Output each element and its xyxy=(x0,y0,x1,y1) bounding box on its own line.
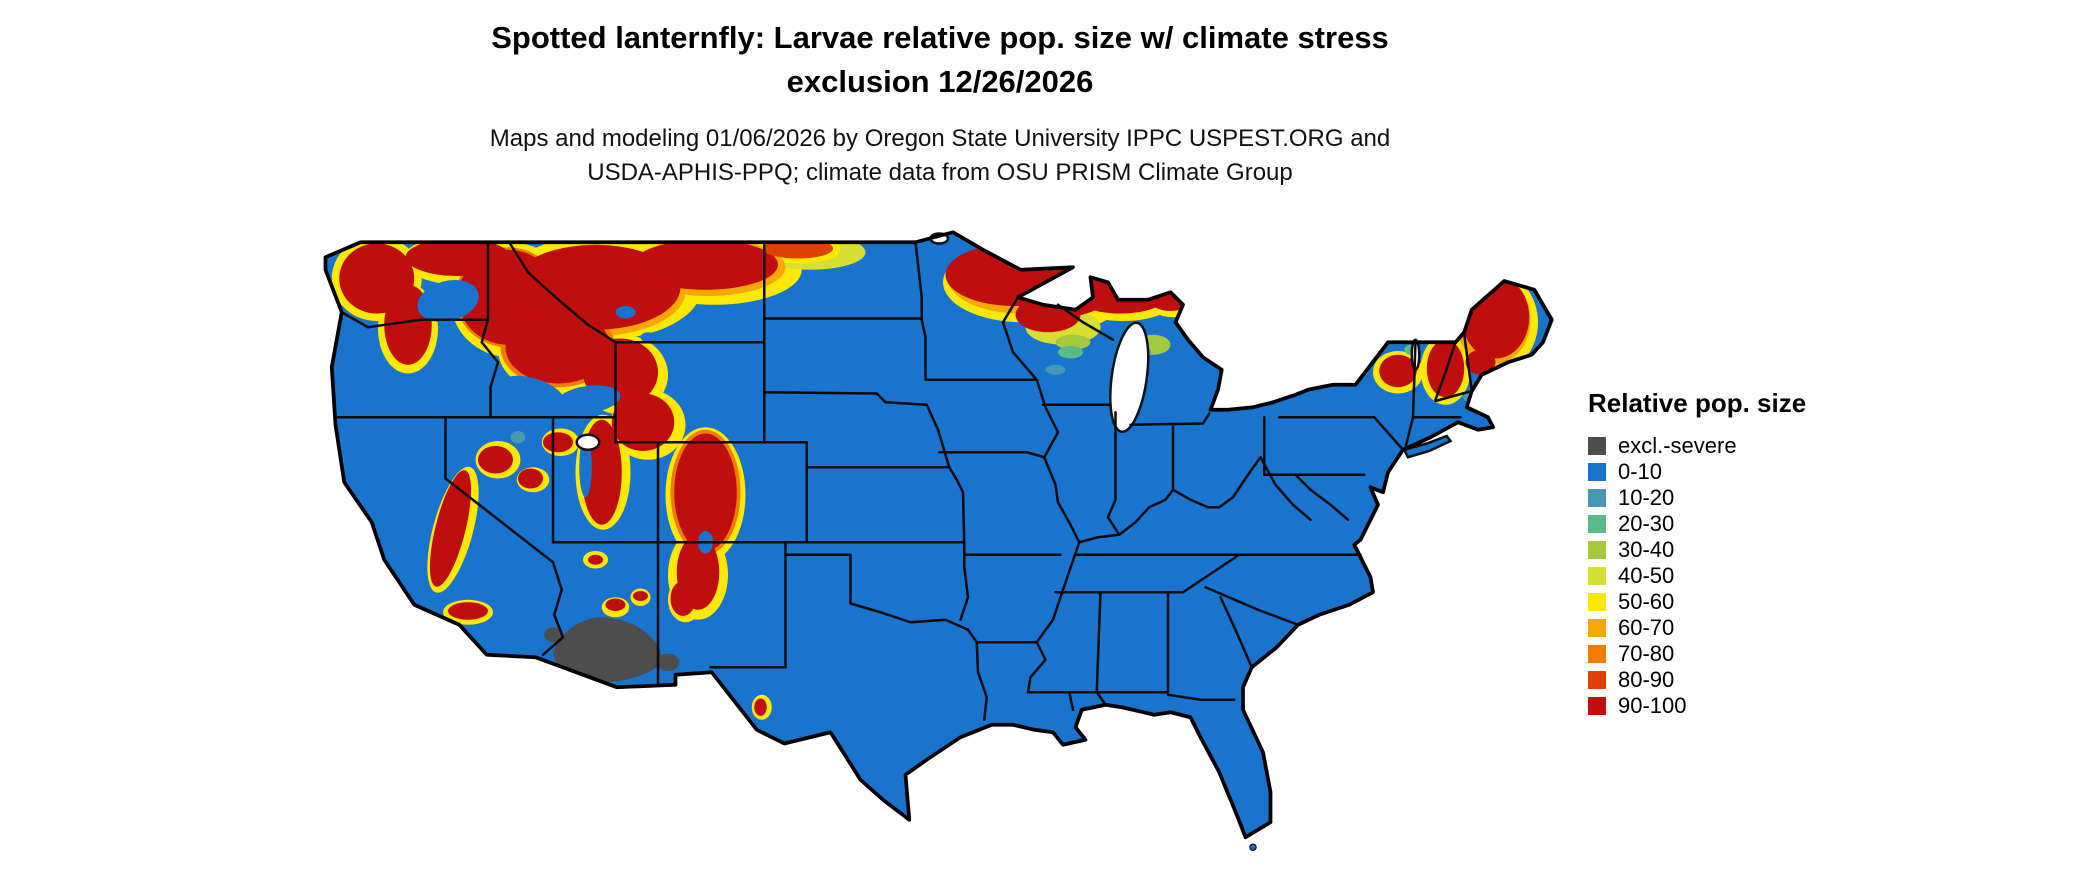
legend-item: 30-40 xyxy=(1588,537,1888,563)
florida-keys xyxy=(1249,843,1257,851)
legend-label: 10-20 xyxy=(1618,485,1675,510)
national-outline xyxy=(323,230,1554,840)
legend-swatch xyxy=(1588,515,1606,533)
legend-swatch xyxy=(1588,671,1606,689)
long-island xyxy=(1402,434,1453,459)
legend-label: 0-10 xyxy=(1618,459,1663,484)
title-line-2: exclusion 12/26/2026 xyxy=(786,64,1094,100)
great-salt-lake xyxy=(575,433,601,451)
legend-title: Relative pop. size xyxy=(1588,388,1807,418)
low-stress-holes xyxy=(417,280,713,554)
state-borders xyxy=(334,241,1473,721)
legend-item: 80-90 xyxy=(1588,667,1888,693)
us-choropleth-map xyxy=(308,222,1558,860)
subtitle-line-1: Maps and modeling 01/06/2026 by Oregon S… xyxy=(489,125,1391,152)
legend-swatch xyxy=(1588,619,1606,637)
legend-swatch xyxy=(1588,489,1606,507)
legend-item: 60-70 xyxy=(1588,615,1888,641)
lakes xyxy=(575,232,1421,451)
legend-item: 10-20 xyxy=(1588,485,1888,511)
legend-label: 40-50 xyxy=(1618,563,1675,588)
legend-label: 20-30 xyxy=(1618,511,1675,536)
legend-label: 30-40 xyxy=(1618,537,1675,562)
severe-exclusion-zone xyxy=(544,617,680,683)
legend-label: 50-60 xyxy=(1618,589,1675,614)
legend-item: 90-100 xyxy=(1588,693,1888,719)
legend-label: excl.-severe xyxy=(1618,433,1737,458)
legend-swatch xyxy=(1588,593,1606,611)
subtitle-line-2: USDA-APHIS-PPQ; climate data from OSU PR… xyxy=(587,159,1293,187)
legend-swatch xyxy=(1588,697,1606,715)
legend-swatch xyxy=(1588,463,1606,481)
legend-swatch xyxy=(1588,437,1606,455)
us-map-svg xyxy=(323,230,1554,851)
legend-item: 0-10 xyxy=(1588,459,1888,485)
legend-label: 80-90 xyxy=(1618,667,1675,692)
legend: Relative pop. size excl.-severe 0-10 10-20… xyxy=(1588,388,1888,719)
legend-item: 50-60 xyxy=(1588,589,1888,615)
legend-swatch xyxy=(1588,541,1606,559)
legend-label: 70-80 xyxy=(1618,641,1675,666)
legend-item: 20-30 xyxy=(1588,511,1888,537)
legend-label: 60-70 xyxy=(1618,615,1675,640)
legend-item: 40-50 xyxy=(1588,563,1888,589)
legend-item: 70-80 xyxy=(1588,641,1888,667)
legend-label: 90-100 xyxy=(1618,693,1687,718)
map-title: Spotted lanternfly: Larvae relative pop.… xyxy=(240,16,1640,104)
legend-item: excl.-severe xyxy=(1588,433,1888,459)
map-subtitle: Maps and modeling 01/06/2026 by Oregon S… xyxy=(240,122,1640,190)
lake-michigan xyxy=(1109,321,1150,434)
title-line-1: Spotted lanternfly: Larvae relative pop.… xyxy=(491,20,1389,55)
legend-swatch xyxy=(1588,645,1606,663)
legend-swatch xyxy=(1588,567,1606,585)
legend-items: excl.-severe 0-10 10-20 20-30 30-40 40-50 50-6… xyxy=(1588,433,1888,719)
